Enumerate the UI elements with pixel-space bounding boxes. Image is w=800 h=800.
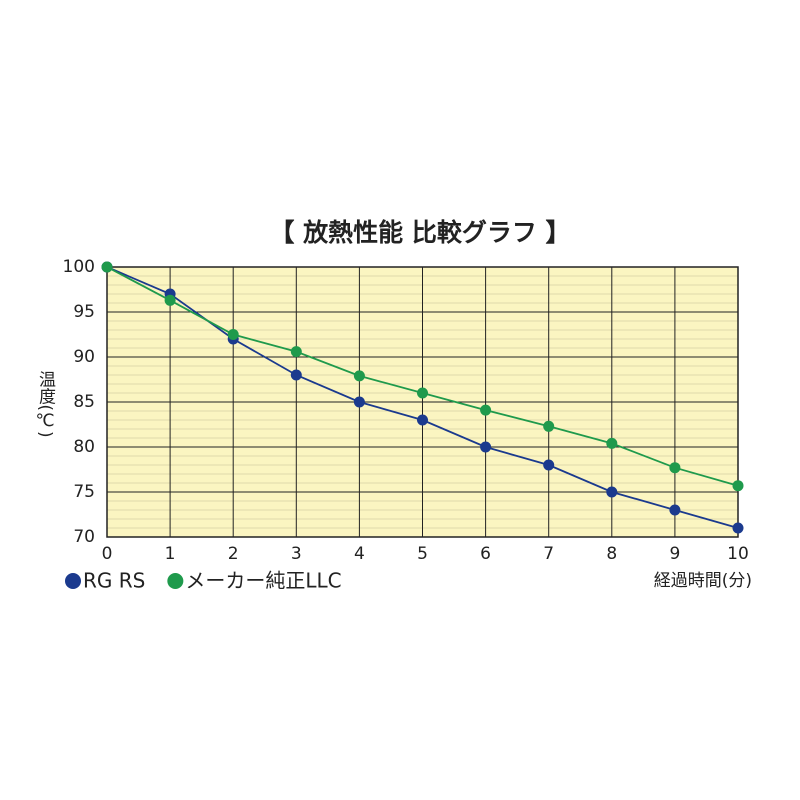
- legend-marker: [65, 573, 81, 589]
- y-tick-label: 100: [63, 257, 95, 277]
- x-tick-label: 5: [417, 544, 428, 564]
- x-tick-label: 2: [228, 544, 239, 564]
- x-tick-label: 6: [480, 544, 491, 564]
- data-point: [669, 462, 681, 474]
- y-tick-label: 95: [73, 302, 95, 322]
- x-tick-label: 10: [727, 544, 749, 564]
- data-point: [480, 441, 492, 453]
- data-point: [417, 414, 428, 426]
- x-tick-label: 4: [354, 544, 365, 564]
- y-tick-label: 80: [73, 437, 95, 457]
- data-point: [353, 396, 365, 408]
- data-point: [290, 346, 302, 358]
- y-tick-label: 70: [73, 527, 95, 547]
- legend-label: RG RS: [83, 569, 145, 593]
- data-point: [606, 437, 618, 449]
- data-point: [732, 522, 744, 534]
- plot-border: [106, 266, 739, 538]
- data-point: [543, 420, 555, 432]
- data-point: [732, 480, 744, 492]
- x-tick-label: 3: [291, 544, 302, 564]
- data-point: [543, 459, 555, 471]
- data-point: [480, 404, 492, 416]
- data-point: [290, 369, 302, 381]
- y-axis-label: 温度(℃): [35, 370, 56, 437]
- data-point: [606, 486, 618, 498]
- x-tick-label: 1: [165, 544, 176, 564]
- data-point: [353, 370, 365, 382]
- y-tick-label: 85: [73, 392, 95, 412]
- data-point: [227, 329, 239, 340]
- legend-marker: [167, 573, 184, 589]
- chart-title: 【 放熱性能 比較グラフ 】: [269, 218, 570, 247]
- data-point: [164, 294, 176, 306]
- data-point: [101, 261, 113, 273]
- x-tick-label: 9: [669, 544, 680, 564]
- x-tick-label: 0: [102, 544, 113, 564]
- x-axis-label: 経過時間(分): [654, 571, 752, 591]
- legend-label: メーカー純正LLC: [185, 569, 341, 593]
- data-point: [669, 504, 681, 516]
- x-tick-label: 7: [543, 544, 554, 564]
- x-tick-label: 8: [606, 544, 617, 564]
- y-tick-label: 90: [73, 347, 95, 367]
- y-tick-label: 75: [73, 482, 95, 502]
- data-point: [417, 387, 428, 399]
